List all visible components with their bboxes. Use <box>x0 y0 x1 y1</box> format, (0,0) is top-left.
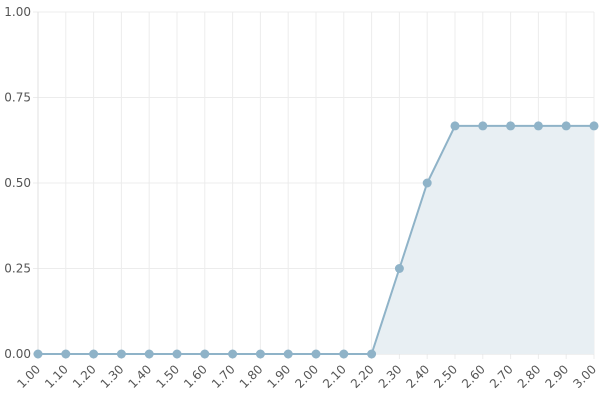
data-point <box>561 121 571 131</box>
data-point <box>533 121 543 131</box>
series-area <box>38 125 594 354</box>
y-tick-label: 0.00 <box>4 347 31 361</box>
x-tick-label: 2.10 <box>320 362 349 391</box>
data-point <box>339 349 349 359</box>
data-point <box>144 349 154 359</box>
x-tick-label: 2.70 <box>487 362 516 391</box>
data-point <box>33 349 43 359</box>
data-point <box>228 349 238 359</box>
y-tick-label: 0.50 <box>4 176 31 190</box>
x-tick-label: 1.10 <box>42 362 71 391</box>
x-tick-label: 2.90 <box>543 362 572 391</box>
x-tick-label: 1.20 <box>70 362 99 391</box>
x-tick-label: 1.90 <box>265 362 294 391</box>
x-tick-label: 2.30 <box>376 362 405 391</box>
data-point <box>367 349 377 359</box>
x-axis-tick-labels: 1.00 1.10 1.20 1.30 1.40 1.50 1.60 1.70 1.80 1.90… <box>14 362 599 391</box>
x-tick-label: 1.50 <box>153 362 182 391</box>
x-tick-label: 2.60 <box>459 362 488 391</box>
data-point <box>255 349 265 359</box>
data-point <box>589 121 599 131</box>
y-tick-label: 0.75 <box>4 91 31 105</box>
data-point <box>394 264 404 273</box>
data-point <box>422 178 432 188</box>
data-point <box>172 349 182 359</box>
x-tick-label: 2.20 <box>348 362 377 391</box>
data-point <box>200 349 210 359</box>
area-fill-group <box>38 125 594 354</box>
x-tick-label: 1.70 <box>209 362 238 391</box>
x-tick-label: 2.50 <box>431 362 460 391</box>
data-point <box>89 349 99 359</box>
y-axis-tick-labels: 0.00 0.25 0.50 0.75 1.00 <box>4 5 31 361</box>
data-point <box>311 349 321 359</box>
data-point <box>478 121 488 131</box>
x-tick-label: 1.00 <box>14 362 43 391</box>
data-point <box>283 349 293 359</box>
y-tick-label: 1.00 <box>4 5 31 19</box>
data-point <box>61 349 71 359</box>
x-tick-label: 3.00 <box>570 362 599 391</box>
data-points <box>33 121 599 359</box>
data-point <box>450 121 460 131</box>
x-tick-label: 1.80 <box>237 362 266 391</box>
x-tick-label: 2.40 <box>404 362 433 391</box>
x-tick-label: 1.40 <box>126 362 155 391</box>
x-tick-label: 2.00 <box>292 362 321 391</box>
data-point <box>116 349 126 359</box>
data-point <box>506 121 516 131</box>
x-tick-label: 1.30 <box>98 362 127 391</box>
x-tick-label: 2.80 <box>515 362 544 391</box>
x-tick-label: 1.60 <box>181 362 210 391</box>
y-tick-label: 0.25 <box>4 262 31 276</box>
